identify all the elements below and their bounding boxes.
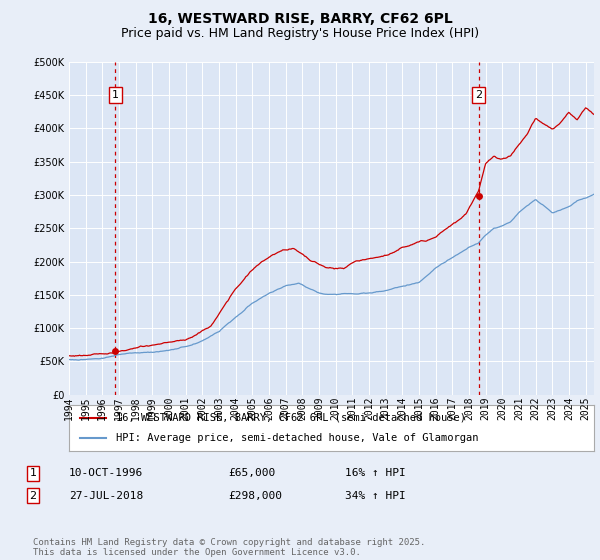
- Text: 2: 2: [29, 491, 37, 501]
- Text: Contains HM Land Registry data © Crown copyright and database right 2025.
This d: Contains HM Land Registry data © Crown c…: [33, 538, 425, 557]
- Text: 1: 1: [29, 468, 37, 478]
- Text: HPI: Average price, semi-detached house, Vale of Glamorgan: HPI: Average price, semi-detached house,…: [116, 433, 479, 443]
- Text: 2: 2: [475, 90, 482, 100]
- Text: 16% ↑ HPI: 16% ↑ HPI: [345, 468, 406, 478]
- Text: £298,000: £298,000: [228, 491, 282, 501]
- Text: £65,000: £65,000: [228, 468, 275, 478]
- Text: 27-JUL-2018: 27-JUL-2018: [69, 491, 143, 501]
- Bar: [69, 62, 83, 395]
- Text: 1: 1: [112, 90, 119, 100]
- Text: 34% ↑ HPI: 34% ↑ HPI: [345, 491, 406, 501]
- Text: 16, WESTWARD RISE, BARRY, CF62 6PL (semi-detached house): 16, WESTWARD RISE, BARRY, CF62 6PL (semi…: [116, 413, 466, 423]
- Text: 10-OCT-1996: 10-OCT-1996: [69, 468, 143, 478]
- Text: 16, WESTWARD RISE, BARRY, CF62 6PL: 16, WESTWARD RISE, BARRY, CF62 6PL: [148, 12, 452, 26]
- Text: Price paid vs. HM Land Registry's House Price Index (HPI): Price paid vs. HM Land Registry's House …: [121, 27, 479, 40]
